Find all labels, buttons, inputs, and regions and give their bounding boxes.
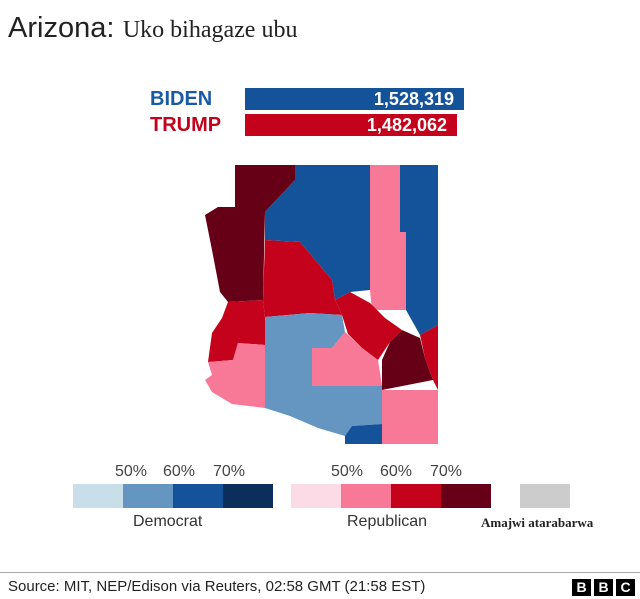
dem-swatch-over-70 bbox=[223, 484, 273, 508]
rep-tick-60: 60% bbox=[380, 463, 413, 480]
bbc-logo-letter: B bbox=[572, 579, 591, 596]
county-pinal bbox=[312, 332, 382, 386]
dem-swatch-60-70 bbox=[173, 484, 223, 508]
county-greenlee bbox=[420, 325, 438, 390]
legend-republican-label: Republican bbox=[347, 513, 428, 530]
dem-tick-60: 60% bbox=[163, 463, 196, 480]
county-mohave bbox=[205, 165, 295, 302]
county-la-paz bbox=[208, 300, 265, 362]
county-gila bbox=[335, 292, 402, 360]
dem-swatch-under-50 bbox=[73, 484, 123, 508]
rep-swatch-50-60 bbox=[341, 484, 391, 508]
rep-swatch-over-70 bbox=[441, 484, 491, 508]
legend-democrat-label: Democrat bbox=[133, 513, 203, 530]
dem-tick-50: 50% bbox=[115, 463, 148, 480]
footer-divider bbox=[0, 572, 640, 573]
county-navajo bbox=[370, 165, 406, 310]
title-subtitle: Uko bihagaze ubu bbox=[122, 17, 298, 43]
biden-label: BIDEN bbox=[150, 88, 213, 110]
rep-tick-50: 50% bbox=[331, 463, 364, 480]
county-apache bbox=[400, 165, 438, 335]
county-cochise bbox=[382, 390, 438, 444]
rep-tick-70: 70% bbox=[430, 463, 463, 480]
no-votes-swatch bbox=[520, 484, 570, 508]
county-maricopa bbox=[265, 313, 345, 386]
county-yuma bbox=[205, 343, 265, 408]
legend-no-votes-label: Amajwi atarabarwa bbox=[481, 515, 594, 530]
county-graham bbox=[382, 330, 433, 390]
county-pima bbox=[265, 386, 382, 436]
trump-vote-bar: 1,482,062 bbox=[245, 114, 457, 136]
dem-tick-70: 70% bbox=[213, 463, 246, 480]
bbc-logo: B B C bbox=[572, 579, 635, 596]
bbc-logo-letter: B bbox=[594, 579, 613, 596]
bbc-logo-letter: C bbox=[616, 579, 635, 596]
county-yavapai bbox=[263, 240, 342, 317]
county-santa-cruz bbox=[345, 424, 382, 444]
dem-swatch-50-60 bbox=[123, 484, 173, 508]
rep-swatch-under-50 bbox=[291, 484, 341, 508]
trump-label: TRUMP bbox=[150, 114, 222, 136]
rep-swatch-60-70 bbox=[391, 484, 441, 508]
chart-title: Arizona: Uko bihagaze ubu bbox=[8, 12, 297, 45]
source-text: Source: MIT, NEP/Edison via Reuters, 02:… bbox=[8, 578, 426, 595]
biden-vote-bar: 1,528,319 bbox=[245, 88, 464, 110]
county-coconino bbox=[265, 165, 370, 300]
title-state: Arizona: bbox=[8, 12, 115, 44]
